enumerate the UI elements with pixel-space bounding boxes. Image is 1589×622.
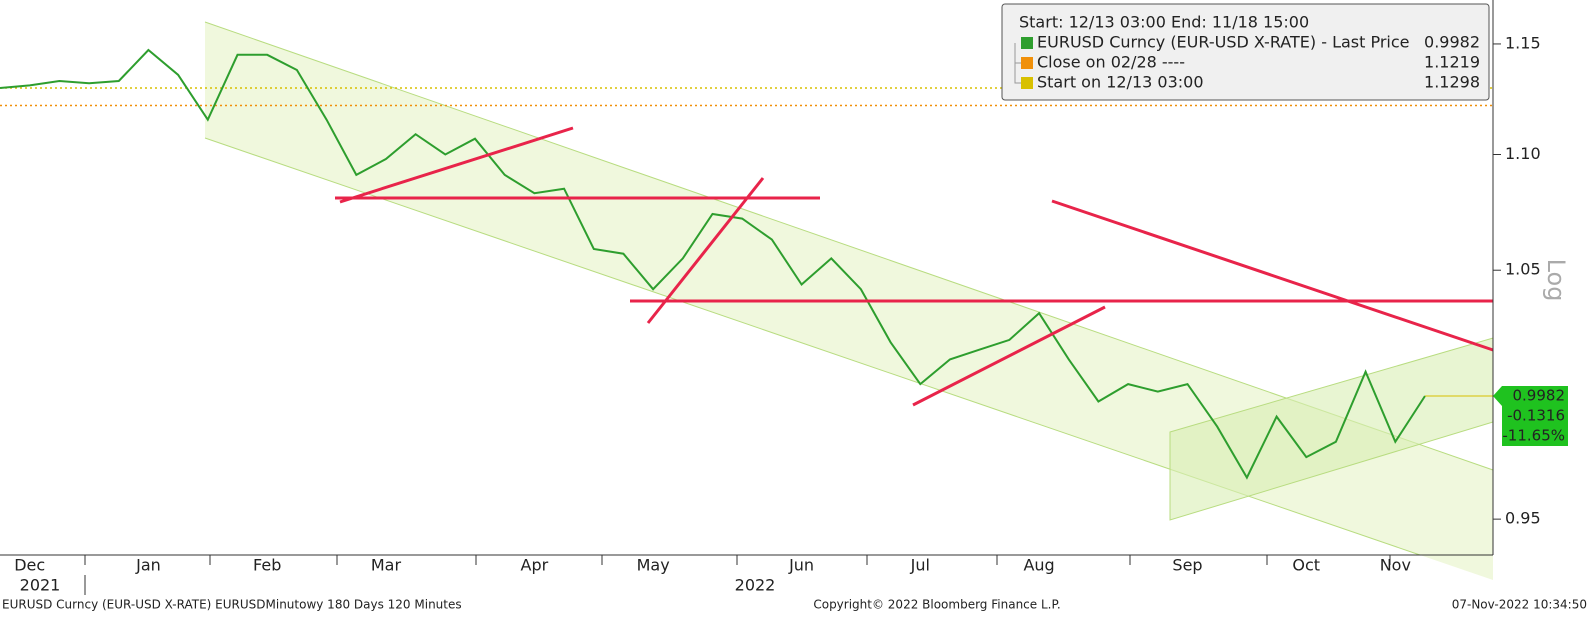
- legend-swatch: [1021, 37, 1033, 49]
- legend-value: 1.1298: [1424, 73, 1480, 92]
- x-tick-label: Jul: [910, 556, 930, 575]
- last-tag-value: 0.9982: [1513, 387, 1566, 405]
- legend-box: [1001, 3, 1490, 101]
- last-tag-box: [1493, 386, 1568, 446]
- last-tag-change-pct: -11.65%: [1502, 427, 1565, 445]
- x-tick-label: Sep: [1172, 556, 1202, 575]
- year-label: 2022: [735, 576, 776, 595]
- trend-lines: [335, 126, 1494, 407]
- x-tick-label: Feb: [253, 556, 281, 575]
- footer-left: EURUSD Curncy (EUR-USD X-RATE) EURUSDMin…: [2, 598, 462, 612]
- y-tick-label: 0.95: [1505, 509, 1541, 528]
- x-tick-label: Nov: [1380, 556, 1411, 575]
- y-tick-label: 1.15: [1505, 33, 1541, 52]
- legend-header: Start: 12/13 03:00 End: 11/18 15:00: [1019, 13, 1309, 32]
- channel-line: [204, 21, 1494, 471]
- legend-swatch: [1021, 77, 1033, 89]
- month-separators: [84, 555, 1391, 595]
- legend-value: 0.9982: [1424, 33, 1480, 52]
- x-tick-label: Oct: [1292, 556, 1320, 575]
- year-label: 2021: [20, 576, 61, 595]
- x-tick-label: Aug: [1023, 556, 1054, 575]
- legend-value: 1.1219: [1424, 53, 1480, 72]
- footer-right: 07-Nov-2022 10:34:50: [1452, 598, 1587, 612]
- x-tick-label: Jan: [135, 556, 161, 575]
- y-tick-label: 1.10: [1505, 144, 1541, 163]
- legend-label: EURUSD Curncy (EUR-USD X-RATE) - Last Pr…: [1037, 33, 1410, 52]
- y-axis-label: Log: [1542, 259, 1570, 302]
- x-tick-label: Apr: [521, 556, 549, 575]
- last-tag-change: -0.1316: [1507, 407, 1565, 425]
- x-tick-label: Jun: [788, 556, 814, 575]
- x-tick-label: May: [637, 556, 670, 575]
- legend-label: Start on 12/13 03:00: [1037, 73, 1204, 92]
- legend-bracket: [1014, 43, 1021, 84]
- x-tick-label: Dec: [14, 556, 45, 575]
- legend-swatch: [1021, 57, 1033, 69]
- x-tick-label: Mar: [371, 556, 402, 575]
- y-tick-label: 1.05: [1505, 260, 1541, 279]
- footer-center: Copyright© 2022 Bloomberg Finance L.P.: [813, 598, 1060, 612]
- legend-label: Close on 02/28 ----: [1037, 53, 1185, 72]
- price-line: [0, 48, 1426, 480]
